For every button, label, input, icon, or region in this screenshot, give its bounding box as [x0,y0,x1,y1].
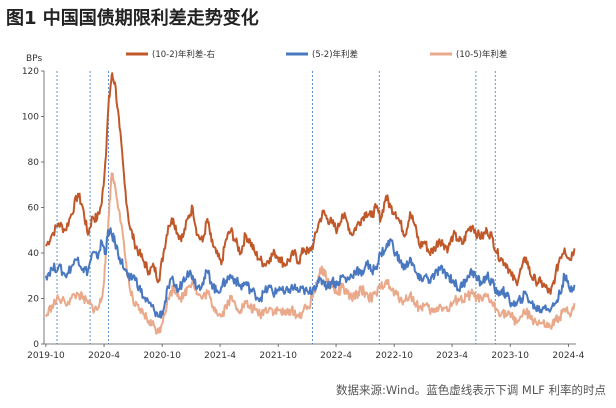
x-tick-label: 2023-10 [491,351,529,361]
y-axis-unit: BPs [26,54,42,64]
x-tick-label: 2021-10 [259,351,297,361]
legend-label: (10-2)年利差-右 [152,49,215,60]
x-tick-label: 2020-4 [88,351,120,361]
figure-title: 图1 中国国债期限利差走势变化 [6,8,259,29]
x-tick-label: 2020-10 [143,351,181,361]
x-tick-label: 2022-10 [375,351,413,361]
x-tick-label: 2022-4 [320,351,352,361]
y-tick-label: 100 [22,113,39,123]
y-tick-label: 20 [28,295,40,305]
legend-label: (10-5)年利差 [456,49,507,60]
series-line-2 [44,227,576,319]
y-tick-label: 0 [33,340,39,350]
legend-label: (5-2)年利差 [312,49,358,60]
x-tick-label: 2024-4 [552,351,584,361]
x-tick-label: 2023-4 [436,351,468,361]
x-tick-label: 2021-4 [204,351,236,361]
chart-legend: (10-2)年利差-右 (5-2)年利差 (10-5)年利差 [126,49,507,60]
series-line-3 [44,172,576,335]
y-tick-label: 40 [28,249,40,259]
chart-axes: 0 20 40 60 80 100 120 BPs 2019-10 2020-4 2020-10 20… [22,54,585,361]
mlf-cut-markers [56,71,496,344]
y-tick-label: 80 [28,158,40,168]
series-line-1 [45,72,576,295]
chart-series [44,72,576,335]
y-tick-label: 120 [22,67,39,77]
source-note: 数据来源:Wind。蓝色虚线表示下调 MLF 利率的时点 [335,383,606,397]
y-tick-label: 60 [28,204,40,214]
x-tick-label: 2019-10 [27,351,65,361]
